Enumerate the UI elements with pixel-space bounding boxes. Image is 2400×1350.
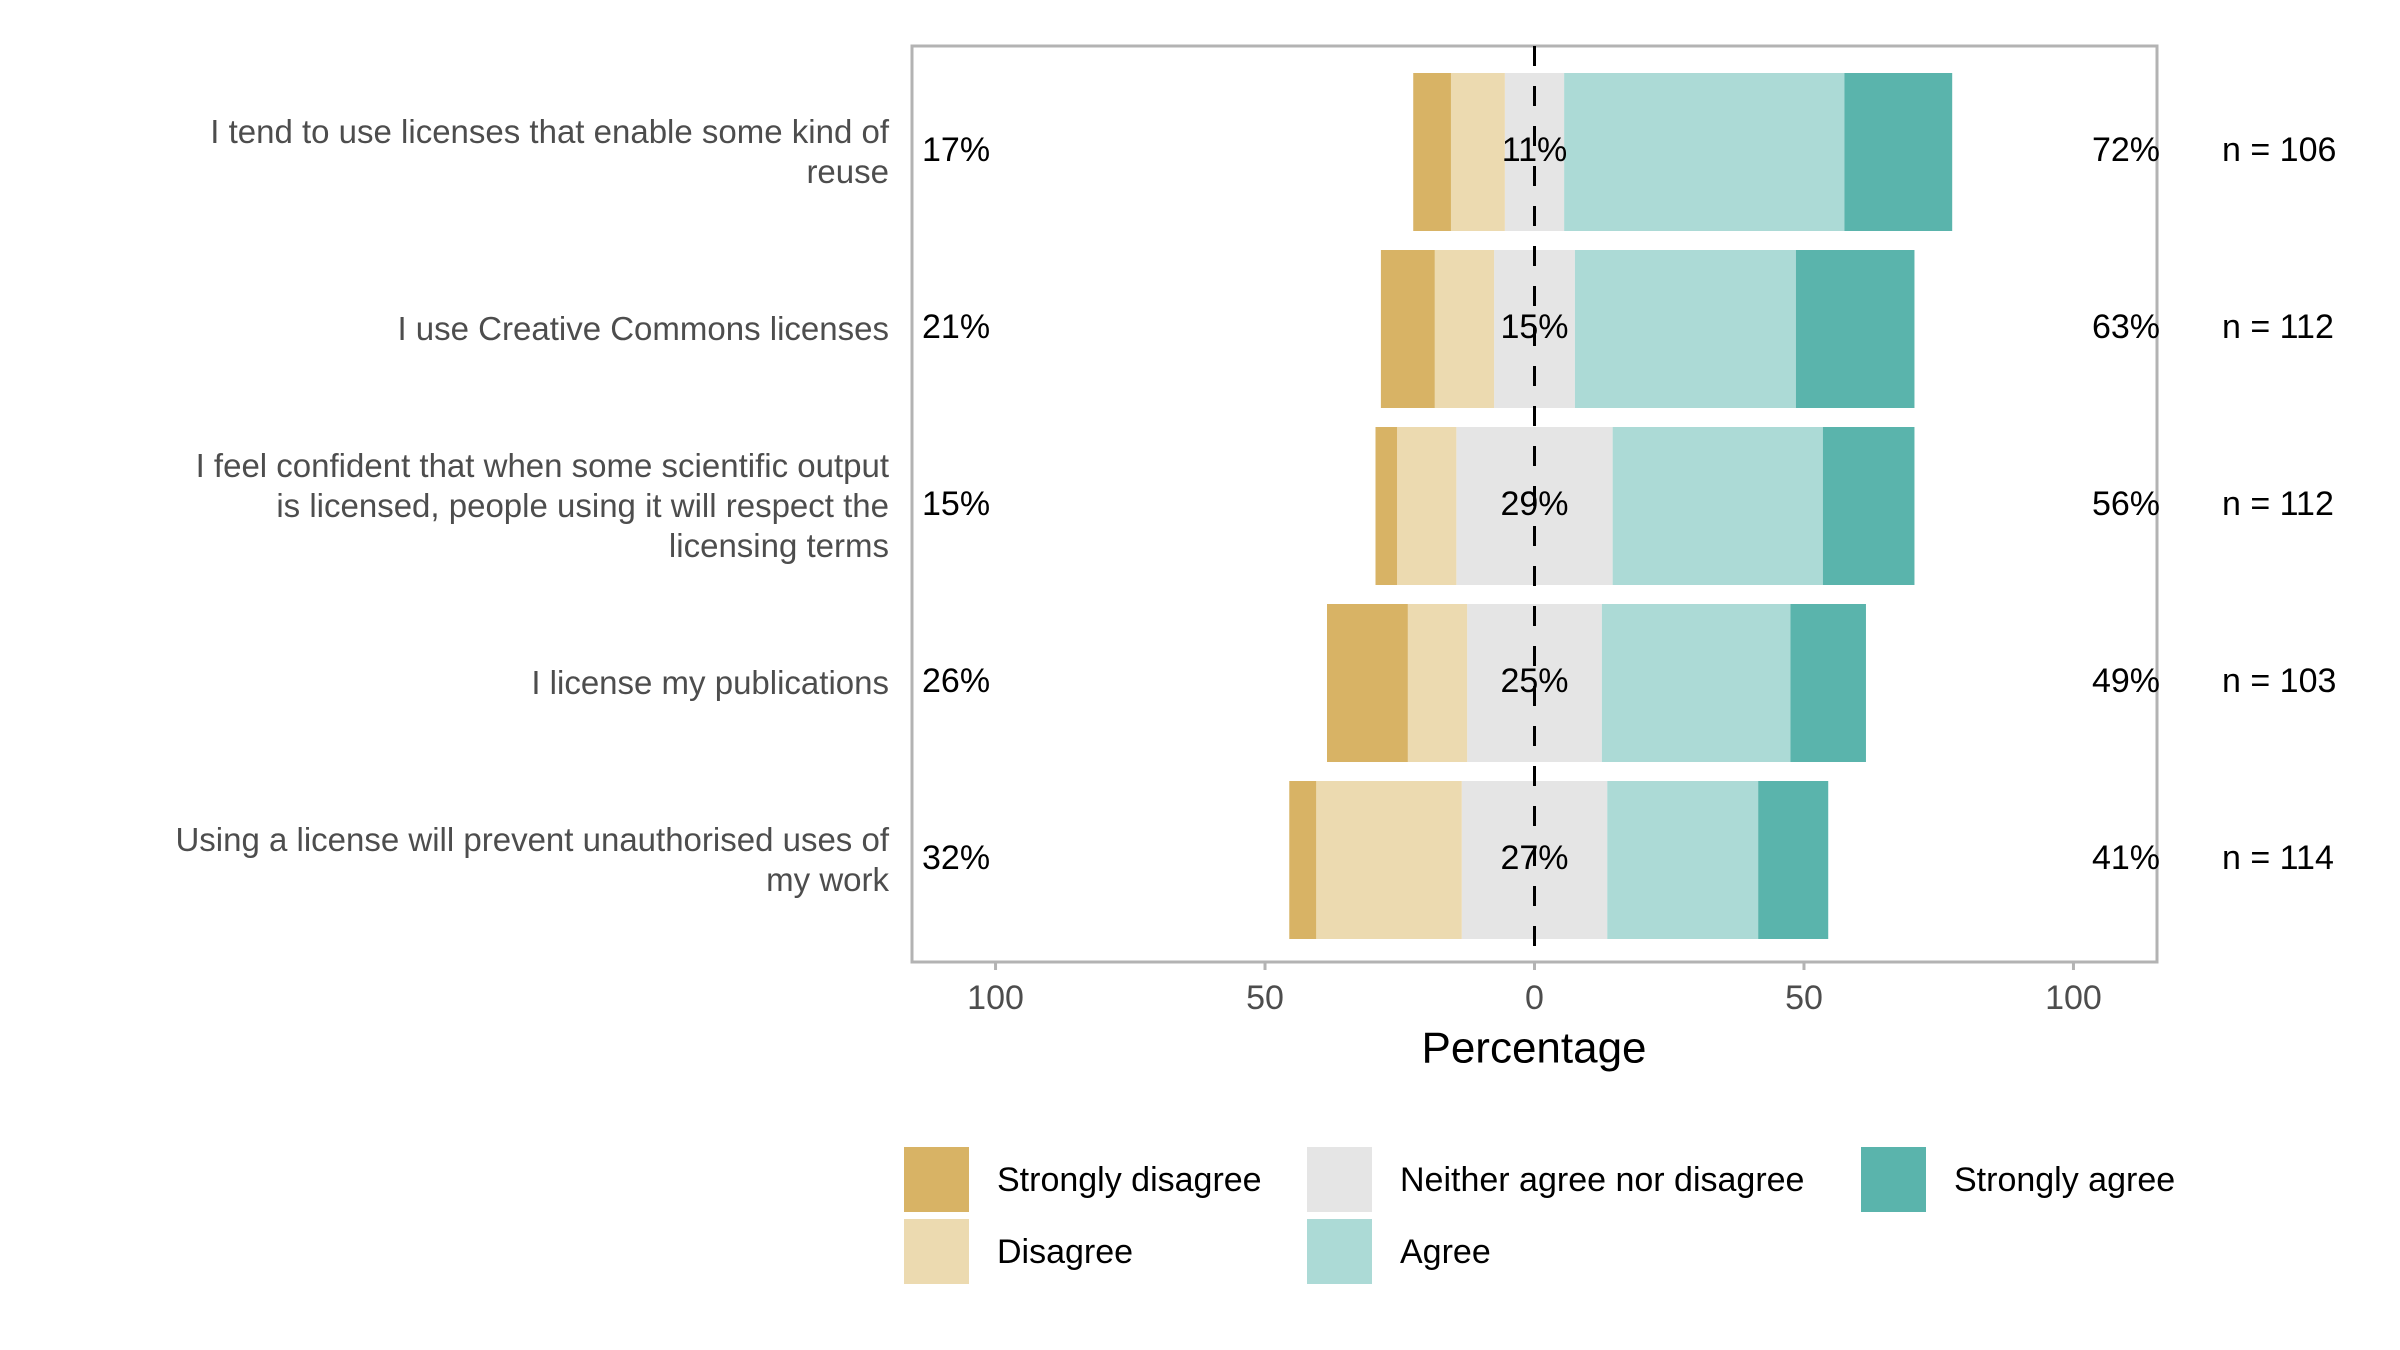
legend-item: Strongly disagree	[902, 1145, 1262, 1214]
left-percent: 15%	[922, 485, 990, 523]
category-label: Using a license will prevent unauthorise…	[175, 821, 889, 898]
bar-segment	[1607, 781, 1759, 939]
bar-segment	[1407, 604, 1468, 762]
right-percent: 49%	[2092, 662, 2160, 700]
bar-segment	[1601, 604, 1791, 762]
legend-swatch	[902, 1217, 971, 1286]
bar-segment	[1375, 427, 1398, 585]
bar-segment	[1758, 781, 1829, 939]
bar-segment	[1327, 604, 1408, 762]
category-label: I license my publications	[531, 664, 889, 701]
bar-segment	[1574, 250, 1796, 408]
left-percent: 32%	[922, 839, 990, 877]
legend-swatch	[1305, 1217, 1374, 1286]
x-axis-title: Percentage	[1421, 1024, 1646, 1073]
right-percent: 56%	[2092, 485, 2160, 523]
left-percent: 26%	[922, 662, 990, 700]
legend-swatch	[902, 1145, 971, 1214]
category-label: I use Creative Commons licenses	[397, 310, 889, 347]
n-label: n = 114	[2222, 839, 2334, 877]
category-label: I tend to use licenses that enable some …	[210, 113, 889, 190]
n-label: n = 112	[2222, 308, 2334, 346]
bar-segment	[1564, 73, 1845, 231]
x-tick-label: 100	[967, 979, 1024, 1017]
bar-segment	[1822, 427, 1915, 585]
bar-segment	[1289, 781, 1317, 939]
x-tick-label: 50	[1246, 979, 1284, 1017]
right-percent: 63%	[2092, 308, 2160, 346]
bar-segment	[1844, 73, 1953, 231]
bar-segment	[1450, 73, 1505, 231]
x-tick-label: 0	[1525, 979, 1544, 1017]
legend-item: Agree	[1305, 1217, 1491, 1286]
legend-swatch	[1305, 1145, 1374, 1214]
legend-item: Disagree	[902, 1217, 1133, 1286]
legend-label: Neither agree nor disagree	[1400, 1161, 1804, 1199]
x-tick-label: 100	[2045, 979, 2102, 1017]
category-label: I feel confident that when some scientif…	[195, 447, 889, 564]
right-percent: 41%	[2092, 839, 2160, 877]
legend-label: Disagree	[997, 1233, 1133, 1271]
left-percent: 21%	[922, 308, 990, 346]
x-tick-label: 50	[1785, 979, 1823, 1017]
bar-segment	[1612, 427, 1823, 585]
legend-item: Strongly agree	[1859, 1145, 2175, 1214]
legend-label: Strongly disagree	[997, 1161, 1262, 1199]
n-label: n = 103	[2222, 662, 2336, 700]
legend-swatch	[1859, 1145, 1928, 1214]
legend-label: Strongly agree	[1954, 1161, 2175, 1199]
legend-item: Neither agree nor disagree	[1305, 1145, 1804, 1214]
bar-segment	[1316, 781, 1462, 939]
right-percent: 72%	[2092, 131, 2160, 169]
bar-segment	[1380, 250, 1435, 408]
bar-segment	[1413, 73, 1451, 231]
legend-label: Agree	[1400, 1233, 1491, 1271]
bar-segment	[1434, 250, 1495, 408]
n-label: n = 106	[2222, 131, 2336, 169]
bar-segment	[1795, 250, 1915, 408]
left-percent: 17%	[922, 131, 990, 169]
bar-segment	[1790, 604, 1866, 762]
n-label: n = 112	[2222, 485, 2334, 523]
bar-segment	[1397, 427, 1457, 585]
